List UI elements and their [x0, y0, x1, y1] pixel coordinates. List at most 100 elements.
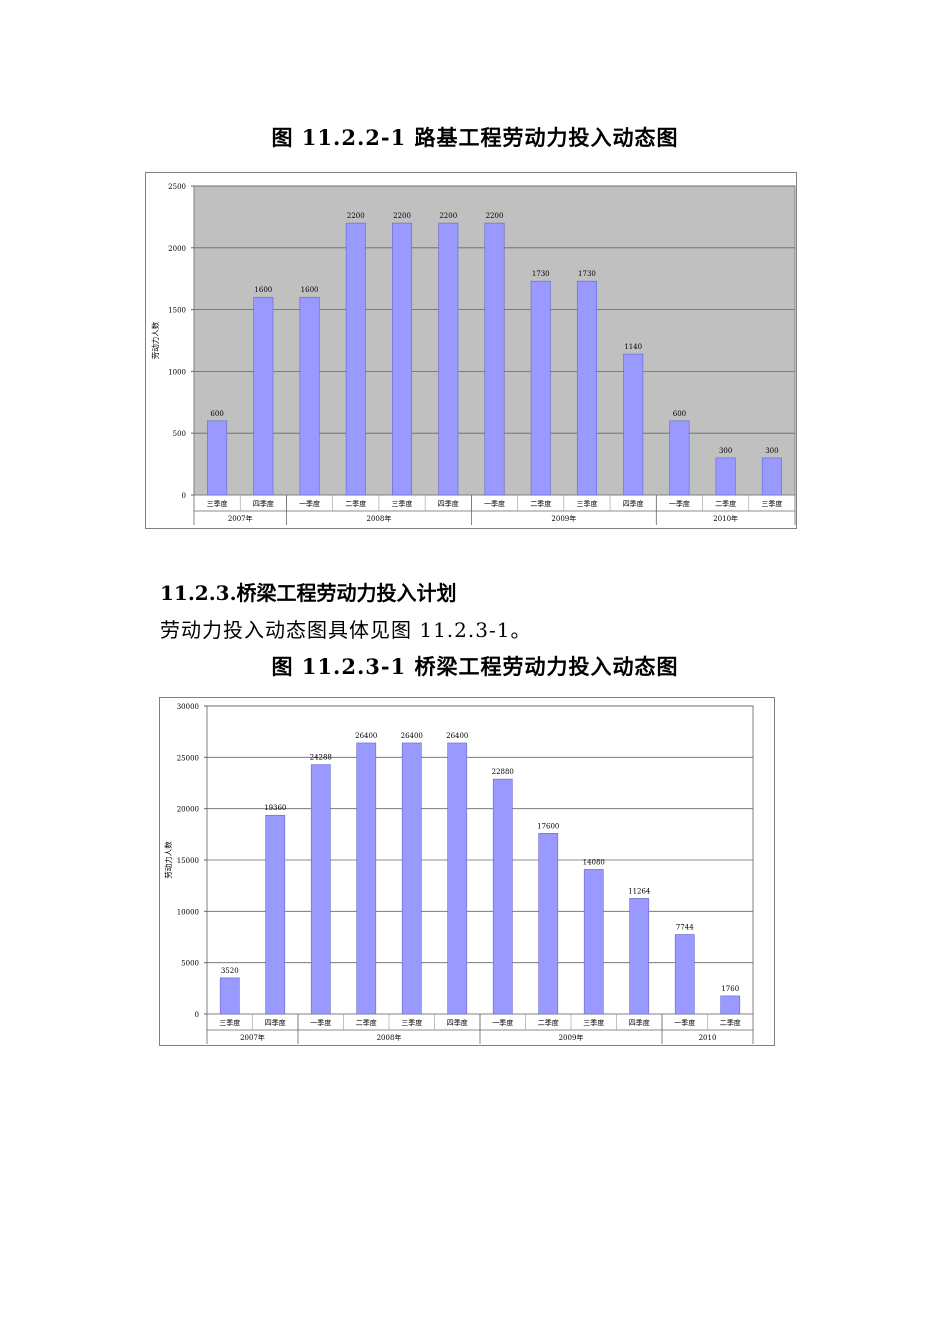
- data-label: 1730: [578, 270, 596, 278]
- bar: [265, 814, 286, 1015]
- data-label: 22880: [492, 768, 514, 776]
- y-tick-label: 0: [195, 1011, 199, 1019]
- data-label: 600: [210, 410, 223, 418]
- roadbed-labor-chart: 0 500 1000 1500 2000 2500 劳动力人数 600 1600 1600 2200…: [145, 172, 797, 529]
- bar: [356, 742, 377, 1015]
- x-tick-label: 三季度: [583, 1018, 604, 1027]
- y-tick-label: 30000: [177, 703, 199, 711]
- figure1-caption: 图 11.2.2-1 路基工程劳动力投入动态图: [271, 125, 679, 150]
- data-label: 26400: [355, 732, 377, 740]
- bar: [484, 222, 505, 496]
- bar: [219, 977, 240, 1015]
- data-label: 14080: [583, 858, 605, 866]
- y-tick-label: 2500: [168, 183, 186, 191]
- bar: [715, 457, 736, 496]
- y-tick-label: 25000: [177, 754, 199, 762]
- x-tick-label: 四季度: [253, 499, 274, 508]
- y-tick-label: 1500: [168, 307, 186, 315]
- data-label: 17600: [537, 822, 559, 830]
- section-paragraph: 劳动力投入动态图具体见图 11.2.3-1。: [160, 618, 532, 642]
- x-tick-label: 三季度: [401, 1018, 422, 1027]
- bar: [310, 764, 331, 1015]
- data-label: 1600: [254, 286, 272, 294]
- data-label: 300: [765, 447, 778, 455]
- group-label: 2010: [699, 1034, 717, 1042]
- bar: [583, 869, 604, 1015]
- data-label: 2200: [347, 212, 365, 220]
- y-axis-label: 劳动力人数: [163, 841, 173, 879]
- data-label: 2200: [393, 212, 411, 220]
- bar: [530, 280, 551, 496]
- data-label: 2200: [486, 212, 504, 220]
- data-label: 1140: [624, 343, 642, 351]
- y-tick-label: 500: [173, 430, 186, 438]
- bar: [401, 742, 422, 1015]
- data-label: 1600: [301, 286, 319, 294]
- data-label: 19360: [264, 804, 286, 812]
- bridge-labor-chart: 0 5000 10000 15000 20000 25000 30000 劳动力人数 3520 1…: [159, 697, 775, 1046]
- x-tick-label: 三季度: [761, 499, 782, 508]
- data-label: 2200: [439, 212, 457, 220]
- x-tick-label: 一季度: [484, 499, 505, 508]
- x-tick-label: 一季度: [674, 1018, 695, 1027]
- x-tick-label: 二季度: [720, 1018, 741, 1027]
- bar: [623, 353, 644, 496]
- group-label: 2007年: [240, 1033, 265, 1042]
- group-label: 2010年: [713, 514, 738, 523]
- y-tick-label: 10000: [177, 908, 199, 916]
- x-tick-label: 二季度: [530, 499, 551, 508]
- x-tick-label: 四季度: [265, 1018, 286, 1027]
- bar: [538, 833, 559, 1015]
- data-label: 11264: [628, 887, 651, 895]
- x-tick-label: 三季度: [576, 499, 597, 508]
- x-tick-label: 二季度: [356, 1018, 377, 1027]
- figure2-caption: 图 11.2.3-1 桥梁工程劳动力投入动态图: [271, 654, 679, 679]
- bar: [674, 934, 695, 1015]
- bar: [576, 280, 597, 496]
- x-tick-label: 四季度: [447, 1018, 468, 1027]
- bar: [253, 296, 274, 496]
- y-tick-label: 2000: [168, 245, 186, 253]
- x-tick-label: 一季度: [310, 1018, 331, 1027]
- y-tick-label: 20000: [177, 806, 199, 814]
- group-label: 2008年: [377, 1033, 402, 1042]
- group-label: 2009年: [559, 1033, 584, 1042]
- data-label: 26400: [401, 732, 423, 740]
- bar: [629, 898, 650, 1015]
- bar: [392, 222, 413, 496]
- x-tick-label: 一季度: [492, 1018, 513, 1027]
- x-tick-label: 三季度: [392, 499, 413, 508]
- bar: [720, 995, 741, 1015]
- group-label: 2009年: [551, 514, 576, 523]
- x-tick-label: 二季度: [538, 1018, 559, 1027]
- x-tick-label: 四季度: [438, 499, 459, 508]
- section-heading: 11.2.3.桥梁工程劳动力投入计划: [160, 581, 457, 605]
- data-label: 1730: [532, 270, 550, 278]
- data-label: 3520: [221, 967, 239, 975]
- y-tick-label: 1000: [168, 368, 186, 376]
- bar: [447, 742, 468, 1015]
- x-tick-label: 一季度: [299, 499, 320, 508]
- x-tick-label: 一季度: [669, 499, 690, 508]
- data-label: 7744: [676, 923, 694, 931]
- bar: [492, 778, 513, 1015]
- group-label: 2008年: [367, 514, 392, 523]
- bar: [299, 296, 320, 496]
- bar: [207, 420, 228, 496]
- x-tick-label: 四季度: [623, 499, 644, 508]
- bar: [761, 457, 782, 496]
- bar: [438, 222, 459, 496]
- bar: [345, 222, 366, 496]
- x-tick-label: 三季度: [219, 1018, 240, 1027]
- y-tick-label: 5000: [181, 960, 199, 968]
- y-tick-label: 15000: [177, 857, 199, 865]
- x-tick-label: 四季度: [629, 1018, 650, 1027]
- x-tick-label: 二季度: [715, 499, 736, 508]
- group-label: 2007年: [228, 514, 253, 523]
- data-label: 300: [719, 447, 732, 455]
- y-axis-label: 劳动力人数: [150, 321, 160, 359]
- data-label: 1760: [721, 985, 739, 993]
- x-tick-label: 三季度: [207, 499, 228, 508]
- data-label: 26400: [446, 732, 468, 740]
- x-tick-label: 二季度: [345, 499, 366, 508]
